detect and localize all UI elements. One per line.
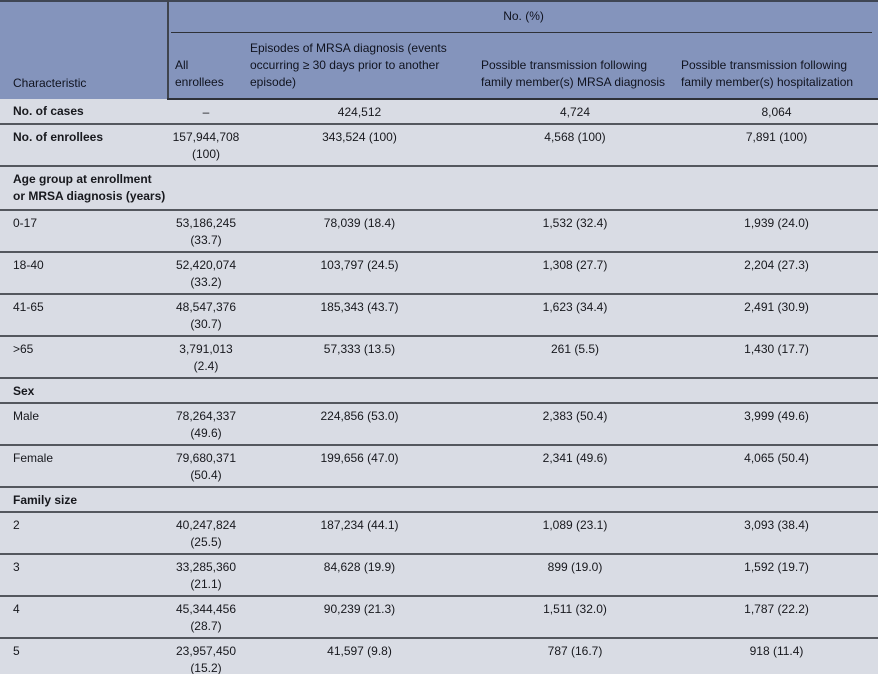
table-row: 2 40,247,824 (25.5) 187,234 (44.1) 1,089 (2… <box>0 511 878 554</box>
table-row: 18-40 52,420,074 (33.2) 103,797 (24.5) 1,30… <box>0 251 878 294</box>
cell-value: 1,532 (32.4) <box>475 209 675 252</box>
cell-value: 8,064 <box>675 99 878 124</box>
cell-value: 2,491 (30.9) <box>675 293 878 336</box>
cell-value: 4,724 <box>475 99 675 124</box>
cell-value: 199,656 (47.0) <box>244 444 475 487</box>
cell-value: 4,065 (50.4) <box>675 444 878 487</box>
cell-value: 40,247,824 (25.5) <box>168 511 244 554</box>
cell-value: 90,239 (21.3) <box>244 595 475 638</box>
cell-value: 157,944,708 (100) <box>168 123 244 166</box>
cell-value: 79,680,371 (50.4) <box>168 444 244 487</box>
cell-value: 1,308 (27.7) <box>475 251 675 294</box>
episodes-column-header: Episodes of MRSA diagnosis (events occur… <box>244 33 475 100</box>
cell-value: 7,891 (100) <box>675 123 878 166</box>
section-header-row: Age group at enrollment or MRSA diagnosi… <box>0 165 878 210</box>
cell-value: 53,186,245 (33.7) <box>168 209 244 252</box>
cell-value: 1,089 (23.1) <box>475 511 675 554</box>
transmission-diagnosis-column-header: Possible transmission following family m… <box>475 33 675 100</box>
table-header: Characteristic No. (%) All enrollees Epi… <box>0 1 878 100</box>
section-header-label: Sex <box>0 377 878 403</box>
row-label: >65 <box>0 335 168 378</box>
cell-value: 787 (16.7) <box>475 637 675 674</box>
cell-value: 424,512 <box>244 99 475 124</box>
row-label: 2 <box>0 511 168 554</box>
cell-value: 1,623 (34.4) <box>475 293 675 336</box>
cell-value: 3,999 (49.6) <box>675 402 878 445</box>
cell-value: 4,568 (100) <box>475 123 675 166</box>
cell-value: 3,093 (38.4) <box>675 511 878 554</box>
cell-value: 343,524 (100) <box>244 123 475 166</box>
table-row: No. of cases –424,512 4,724 8,064 <box>0 99 878 124</box>
cell-value: 78,039 (18.4) <box>244 209 475 252</box>
table-row: 3 33,285,360 (21.1) 84,628 (19.9) 899 (19.0… <box>0 553 878 596</box>
table-row: 4 45,344,456 (28.7) 90,239 (21.3) 1,511 (32… <box>0 595 878 638</box>
cell-value: 103,797 (24.5) <box>244 251 475 294</box>
column-header-row: All enrollees Episodes of MRSA diagnosis… <box>0 33 878 100</box>
row-label: 4 <box>0 595 168 638</box>
cell-value: – <box>168 99 244 124</box>
row-label: No. of enrollees <box>0 123 168 166</box>
section-header-label: Age group at enrollment or MRSA diagnosi… <box>0 165 878 210</box>
cell-value: 45,344,456 (28.7) <box>168 595 244 638</box>
cell-value: 1,511 (32.0) <box>475 595 675 638</box>
section-header-row: Family size <box>0 486 878 512</box>
table-row: No. of enrollees 157,944,708 (100) 343,524… <box>0 123 878 166</box>
group-column-header: No. (%) <box>166 1 878 33</box>
table-row: 5 23,957,450 (15.2) 41,597 (9.8) 787 (16.7)… <box>0 637 878 674</box>
cell-value: 23,957,450 (15.2) <box>168 637 244 674</box>
cell-value: 899 (19.0) <box>475 553 675 596</box>
row-label: Male <box>0 402 168 445</box>
cell-value: 224,856 (53.0) <box>244 402 475 445</box>
cell-value: 2,341 (49.6) <box>475 444 675 487</box>
table-row: >65 3,791,013 (2.4) 57,333 (13.5) 261 (5.5)… <box>0 335 878 378</box>
table-row: Male 78,264,337 (49.6) 224,856 (53.0) 2,383… <box>0 402 878 445</box>
table-row: Female 79,680,371 (50.4) 199,656 (47.0) 2,3… <box>0 444 878 487</box>
cell-value: 78,264,337 (49.6) <box>168 402 244 445</box>
row-label: 3 <box>0 553 168 596</box>
cell-value: 84,628 (19.9) <box>244 553 475 596</box>
cell-value: 185,343 (43.7) <box>244 293 475 336</box>
characteristic-column-header: Characteristic <box>0 1 168 99</box>
cell-value: 187,234 (44.1) <box>244 511 475 554</box>
row-label: 41-65 <box>0 293 168 336</box>
cell-value: 41,597 (9.8) <box>244 637 475 674</box>
cell-value: 2,383 (50.4) <box>475 402 675 445</box>
row-label: No. of cases <box>0 99 168 124</box>
cell-value: 1,430 (17.7) <box>675 335 878 378</box>
all-enrollees-column-header: All enrollees <box>167 33 244 100</box>
cell-value: 48,547,376 (30.7) <box>168 293 244 336</box>
row-label: 5 <box>0 637 168 674</box>
table-row: 41-65 48,547,376 (30.7) 185,343 (43.7) 1,62… <box>0 293 878 336</box>
row-label: Female <box>0 444 168 487</box>
cell-value: 33,285,360 (21.1) <box>168 553 244 596</box>
group-header-row: Characteristic No. (%) <box>0 1 878 99</box>
cell-value: 2,204 (27.3) <box>675 251 878 294</box>
cell-value: 918 (11.4) <box>675 637 878 674</box>
row-label: 18-40 <box>0 251 168 294</box>
cell-value: 1,592 (19.7) <box>675 553 878 596</box>
row-label: 0-17 <box>0 209 168 252</box>
cell-value: 52,420,074 (33.2) <box>168 251 244 294</box>
cell-value: 261 (5.5) <box>475 335 675 378</box>
transmission-hospitalization-column-header: Possible transmission following family m… <box>675 33 878 100</box>
cell-value: 1,787 (22.2) <box>675 595 878 638</box>
table-row: 0-17 53,186,245 (33.7) 78,039 (18.4) 1,532 … <box>0 209 878 252</box>
cell-value: 3,791,013 (2.4) <box>168 335 244 378</box>
section-header-label: Family size <box>0 486 878 512</box>
cell-value: 1,939 (24.0) <box>675 209 878 252</box>
cell-value: 57,333 (13.5) <box>244 335 475 378</box>
section-header-row: Sex <box>0 377 878 403</box>
table-body: No. of cases –424,512 4,724 8,064 No. of enr… <box>0 99 878 674</box>
